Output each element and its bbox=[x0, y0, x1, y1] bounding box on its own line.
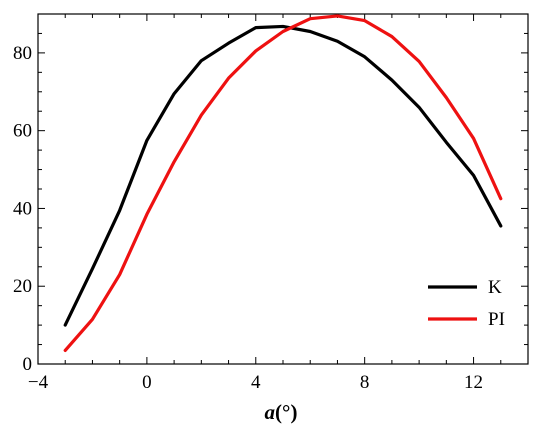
y-tick-label: 80 bbox=[13, 43, 32, 64]
y-tick-label: 60 bbox=[13, 121, 32, 142]
plot-frame bbox=[37, 13, 529, 365]
legend-label-k: K bbox=[488, 277, 502, 298]
y-tick-label: 0 bbox=[23, 354, 33, 375]
x-axis-label: a(°) bbox=[265, 400, 298, 424]
x-tick-label: 8 bbox=[360, 372, 370, 393]
series-line-pi bbox=[63, 14, 503, 352]
y-tick-label: 20 bbox=[13, 276, 32, 297]
x-tick-label: 4 bbox=[251, 372, 261, 393]
legend-label-pi: PI bbox=[488, 309, 505, 330]
legend: K PI bbox=[428, 277, 505, 330]
y-tick-label: 40 bbox=[13, 198, 32, 219]
series-layer bbox=[63, 14, 503, 352]
x-tick-label: 12 bbox=[464, 372, 483, 393]
series-line-k bbox=[63, 24, 503, 327]
x-axis-label-variable: a bbox=[265, 400, 276, 424]
x-tick-label: −4 bbox=[28, 372, 49, 393]
x-axis-label-unit: (°) bbox=[275, 400, 297, 424]
x-tick-label: 0 bbox=[142, 372, 152, 393]
